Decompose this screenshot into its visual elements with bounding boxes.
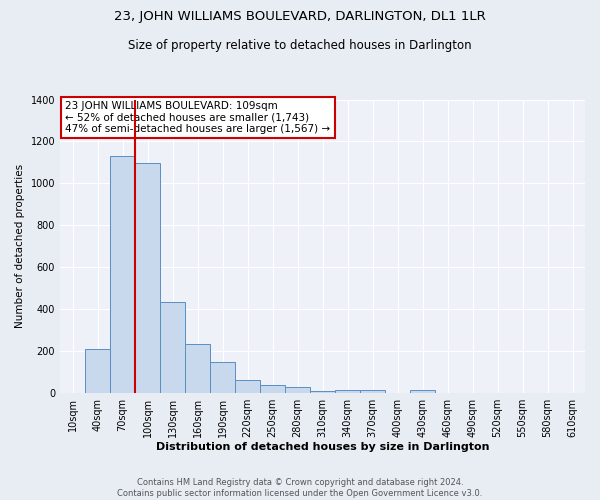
Text: 23, JOHN WILLIAMS BOULEVARD, DARLINGTON, DL1 1LR: 23, JOHN WILLIAMS BOULEVARD, DARLINGTON,…: [114, 10, 486, 23]
Text: Size of property relative to detached houses in Darlington: Size of property relative to detached ho…: [128, 39, 472, 52]
Bar: [235, 380, 260, 392]
Bar: [110, 156, 135, 392]
Bar: [285, 388, 310, 392]
Bar: [360, 390, 385, 392]
Y-axis label: Number of detached properties: Number of detached properties: [15, 164, 25, 328]
Bar: [160, 302, 185, 392]
Bar: [260, 384, 285, 392]
Bar: [135, 164, 160, 392]
Bar: [410, 390, 435, 392]
Bar: [85, 350, 110, 393]
Bar: [185, 344, 210, 393]
Bar: [210, 362, 235, 392]
Text: Contains HM Land Registry data © Crown copyright and database right 2024.
Contai: Contains HM Land Registry data © Crown c…: [118, 478, 482, 498]
Bar: [335, 390, 360, 392]
Text: 23 JOHN WILLIAMS BOULEVARD: 109sqm
← 52% of detached houses are smaller (1,743)
: 23 JOHN WILLIAMS BOULEVARD: 109sqm ← 52%…: [65, 101, 331, 134]
Bar: [310, 390, 335, 392]
X-axis label: Distribution of detached houses by size in Darlington: Distribution of detached houses by size …: [156, 442, 489, 452]
